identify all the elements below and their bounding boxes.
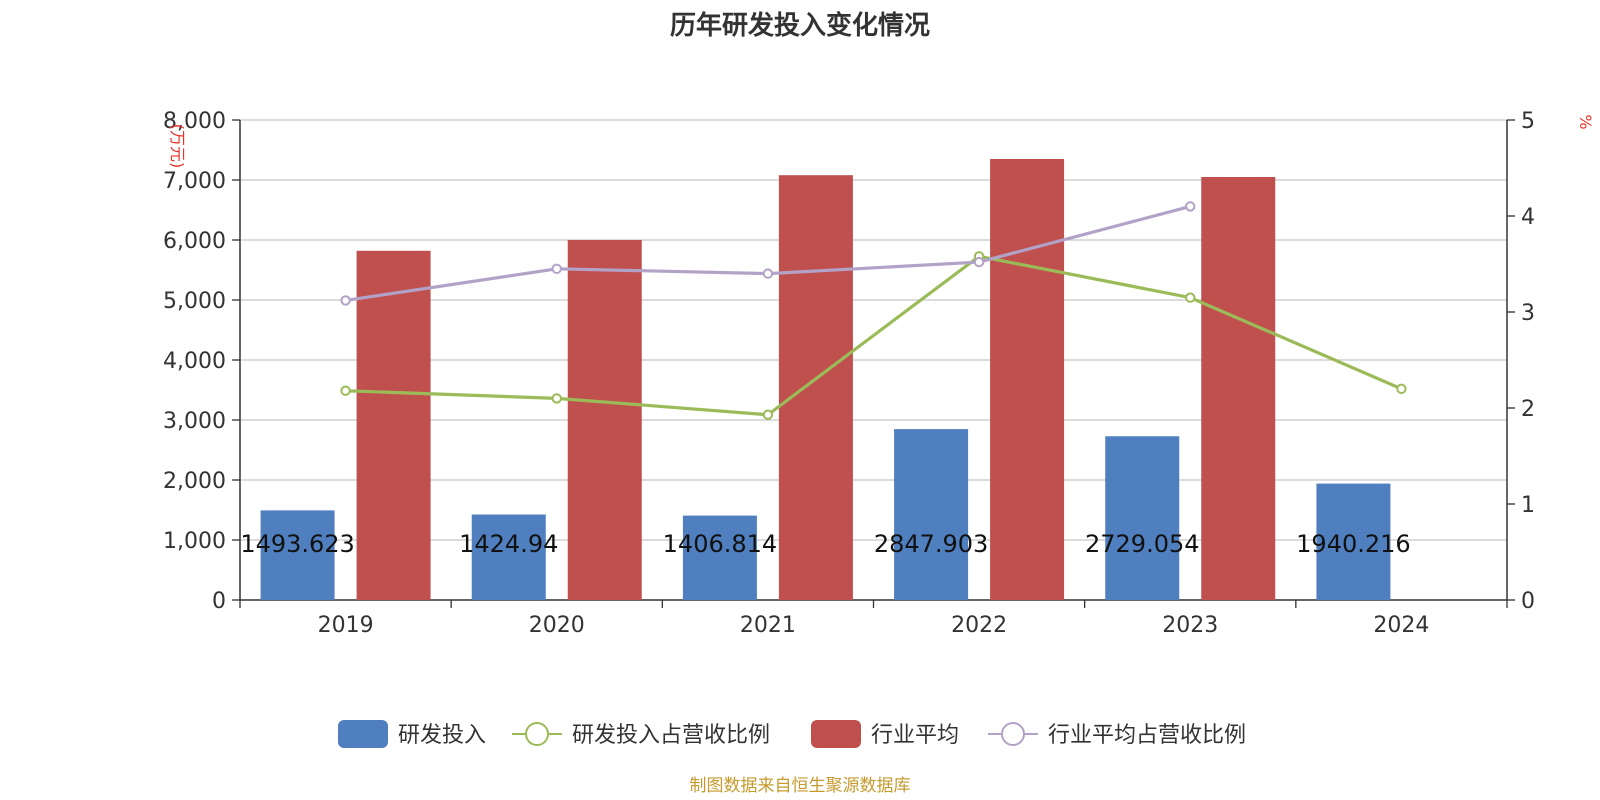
y-left-unit: (万元) xyxy=(168,124,187,169)
legend-swatch-0 xyxy=(338,720,388,748)
y-right-tick-label: 2 xyxy=(1521,397,1535,422)
x-tick-label: 2020 xyxy=(529,613,585,638)
line-point-3 xyxy=(1185,201,1196,212)
data-label-2022: 2847.903 xyxy=(874,530,989,558)
y-left-tick-label: 3,000 xyxy=(163,409,226,434)
line-point-1 xyxy=(762,409,774,420)
y-left-tick-label: 6,000 xyxy=(163,229,226,254)
axes: 0 1,000 2,000 3,000 4,000 5,000 6,000 7,000 8,00… xyxy=(163,109,1595,638)
bar-2021-industry-average xyxy=(778,175,853,600)
x-tick-label: 2022 xyxy=(951,613,1007,638)
legend-label-0: 研发投入 xyxy=(398,723,486,748)
bar-2020-industry-average xyxy=(567,240,642,600)
y-left-tick-label: 2,000 xyxy=(163,469,226,494)
x-tick-label: 2023 xyxy=(1162,613,1218,638)
x-tick-label: 2024 xyxy=(1373,613,1429,638)
y-right-tick-label: 0 xyxy=(1521,589,1535,614)
legend-swatch-2 xyxy=(811,720,861,748)
chart-title: 历年研发投入变化情况 xyxy=(670,10,930,41)
legend-label-3: 行业平均占营收比例 xyxy=(1048,723,1246,748)
legend-label-2: 行业平均 xyxy=(871,723,959,748)
bar-2023-industry-average xyxy=(1201,177,1276,600)
line-point-3 xyxy=(973,256,985,268)
legend-marker-3 xyxy=(1001,722,1025,746)
source-note: 制图数据来自恒生聚源数据库 xyxy=(690,776,911,796)
y-right-unit: % xyxy=(1576,114,1595,129)
data-label-2019: 1493.623 xyxy=(240,530,355,558)
legend-marker-1 xyxy=(525,722,549,746)
data-label-2021: 1406.814 xyxy=(663,530,778,558)
line-series-1 xyxy=(345,254,1403,417)
y-right-tick-label: 4 xyxy=(1521,205,1535,230)
x-tick-label: 2019 xyxy=(318,613,374,638)
bar-2019-industry-average xyxy=(356,250,431,601)
lines xyxy=(340,201,1407,420)
y-left-tick-label: 4,000 xyxy=(163,349,226,374)
line-point-3 xyxy=(551,263,562,274)
y-right-tick-label: 5 xyxy=(1521,109,1535,134)
data-labels: 1493.623 1424.94 1406.814 2847.903 2729.054 1… xyxy=(240,530,1410,558)
line-point-1 xyxy=(340,385,351,396)
legend-label-1: 研发投入占营收比例 xyxy=(572,723,770,748)
grid xyxy=(240,119,1507,541)
legend: 研发投入 研发投入占营收比例 行业平均 行业平均占营收比例 xyxy=(338,720,1246,748)
bar-2022-industry-average xyxy=(990,159,1065,600)
y-left-tick-label: 5,000 xyxy=(163,289,226,314)
y-left-tick-label: 7,000 xyxy=(163,169,226,194)
bar-2023-rd-investment xyxy=(1105,436,1180,600)
y-left-tick-label: 1,000 xyxy=(163,529,226,554)
bar-2022-rd-investment xyxy=(894,429,969,600)
line-point-1 xyxy=(1185,292,1196,303)
bar-2024-rd-investment xyxy=(1316,483,1391,600)
bar-2020-rd-investment xyxy=(471,514,546,600)
line-point-1 xyxy=(551,393,562,404)
line-point-3 xyxy=(762,268,774,279)
bars xyxy=(260,159,1391,601)
bar-2021-rd-investment xyxy=(682,515,757,600)
y-left-tick-label: 0 xyxy=(212,589,226,614)
y-left-tick-label: 8,000 xyxy=(163,109,226,134)
x-tick-label: 2021 xyxy=(740,613,796,638)
y-right-tick-label: 1 xyxy=(1521,493,1535,518)
data-label-2020: 1424.94 xyxy=(459,530,558,558)
bar-2019-rd-investment xyxy=(260,510,335,600)
line-point-3 xyxy=(340,295,351,306)
data-label-2024: 1940.216 xyxy=(1296,530,1411,558)
line-point-1 xyxy=(1396,383,1407,394)
y-right-tick-label: 3 xyxy=(1521,301,1535,326)
data-label-2023: 2729.054 xyxy=(1085,530,1200,558)
